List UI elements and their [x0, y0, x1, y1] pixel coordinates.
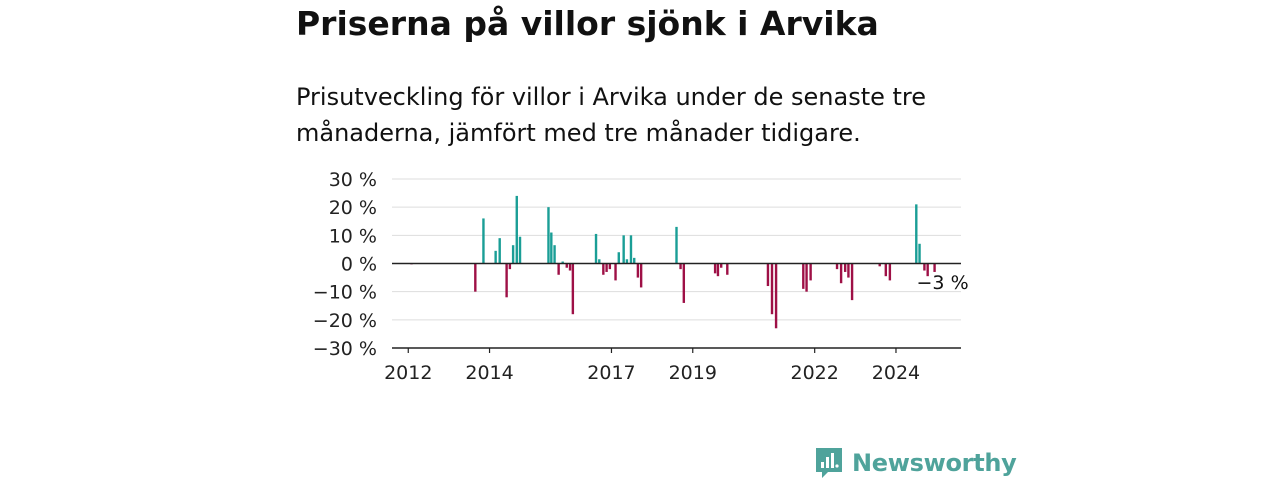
- data-bar: [915, 204, 918, 264]
- data-bar: [888, 263, 892, 281]
- newsworthy-logo-icon: [816, 448, 842, 478]
- data-bar: [770, 263, 774, 315]
- data-bar: [850, 263, 854, 301]
- y-tick-label: 20 %: [329, 197, 377, 219]
- data-bar: [505, 263, 508, 298]
- data-bar: [594, 233, 598, 264]
- y-tick-label: 30 %: [329, 169, 377, 191]
- data-bar: [636, 263, 640, 278]
- data-bar: [571, 263, 575, 315]
- data-bar: [716, 263, 720, 277]
- x-tick-label: 2022: [791, 362, 839, 384]
- data-bar: [625, 259, 629, 264]
- data-bar: [633, 257, 636, 264]
- data-bar: [568, 263, 572, 271]
- data-bar: [598, 259, 601, 264]
- chart-title: Priserna på villor sjönk i Arvika: [296, 4, 879, 43]
- data-bar: [918, 243, 921, 264]
- data-bar: [839, 263, 843, 284]
- brand-logo: Newsworthy: [814, 446, 1017, 480]
- y-tick-label: 0 %: [341, 254, 377, 276]
- x-tick-label: 2012: [384, 362, 432, 384]
- data-bar: [498, 238, 501, 264]
- data-bar: [766, 263, 770, 287]
- data-bar: [774, 263, 778, 329]
- x-tick-label: 2019: [669, 362, 717, 384]
- data-bar: [494, 250, 497, 264]
- data-bar: [720, 263, 723, 268]
- data-bar: [843, 263, 847, 272]
- data-bar: [805, 263, 808, 292]
- brand-name: Newsworthy: [852, 449, 1017, 477]
- data-bar: [550, 232, 553, 264]
- data-bar: [682, 263, 686, 303]
- data-bar: [474, 263, 477, 292]
- x-tick-label: 2024: [872, 362, 920, 384]
- data-bar: [565, 263, 568, 268]
- y-tick-label: −10 %: [313, 282, 377, 304]
- data-bar: [561, 261, 564, 264]
- data-bar: [614, 263, 617, 281]
- data-bar: [809, 263, 812, 281]
- data-bar: [553, 245, 556, 264]
- data-bar: [884, 263, 888, 277]
- data-bar: [629, 235, 633, 264]
- x-tick-label: 2014: [465, 362, 513, 384]
- data-bar: [557, 263, 560, 275]
- data-bar: [482, 218, 485, 264]
- x-tick-label: 2017: [587, 362, 635, 384]
- data-bar: [878, 263, 881, 267]
- data-bar: [675, 226, 678, 264]
- data-bar: [726, 263, 729, 275]
- data-bar: [547, 207, 550, 264]
- data-bar: [602, 263, 605, 275]
- data-bar: [518, 236, 522, 264]
- last-value-label: −3 %: [917, 272, 969, 294]
- y-tick-label: 10 %: [329, 225, 377, 247]
- data-bar: [608, 263, 612, 270]
- y-tick-label: −30 %: [313, 338, 377, 360]
- data-bar: [926, 263, 929, 277]
- data-bar: [515, 195, 518, 264]
- data-bar: [802, 263, 805, 289]
- data-bar: [622, 235, 625, 264]
- data-bar: [933, 263, 936, 272]
- y-tick-label: −20 %: [313, 310, 377, 332]
- data-bar: [847, 263, 850, 278]
- data-bar: [923, 263, 926, 271]
- data-bar: [508, 263, 512, 270]
- data-bar: [617, 252, 620, 264]
- data-bar: [679, 263, 682, 270]
- chart-subtitle: Prisutveckling för villor i Arvika under…: [296, 83, 927, 147]
- data-bar: [713, 263, 717, 274]
- data-bar: [835, 263, 839, 270]
- data-bar: [511, 245, 515, 264]
- data-bar: [639, 263, 643, 288]
- data-bar: [605, 263, 608, 272]
